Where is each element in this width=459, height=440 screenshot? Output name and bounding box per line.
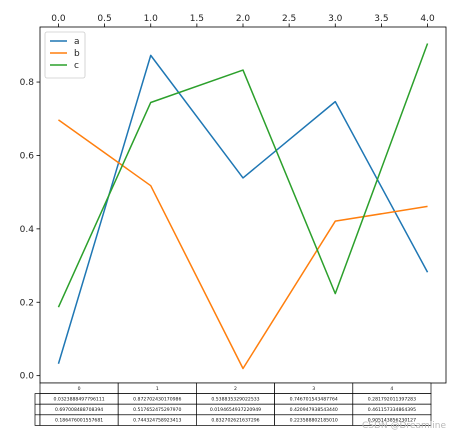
series-line-b (58, 119, 428, 370)
x-tick-label: 3.5 (374, 14, 388, 24)
table-cell (352, 414, 432, 426)
table-cell-value: 0.905143856230127 (368, 418, 416, 424)
table-cell-value: 0.538835329022533 (211, 397, 259, 403)
x-tick-label: 2.0 (236, 14, 251, 24)
table-cell-value: 0.697008488708394 (55, 407, 103, 413)
table-row-label-column (34, 393, 41, 426)
table-cell-value: 0.746701543487764 (290, 397, 338, 403)
table-cell-value: 0.420947938543440 (290, 407, 338, 413)
x-tick-label: 4.0 (420, 14, 435, 24)
legend-label-b: b (74, 49, 80, 59)
series-line-a (57, 54, 429, 364)
x-tick-label: 1.5 (190, 14, 204, 24)
data-table: 0 1 2 3 4 0.0323888497796111 0.872702430170986… (34, 382, 432, 426)
table-cell-value: 0.461157334864395 (368, 407, 416, 413)
table-cell-value: 0.186476001557681 (55, 418, 103, 424)
y-tick-label: 0.0 (20, 372, 35, 382)
y-tick-label: 0.6 (20, 151, 35, 161)
series-lines (57, 43, 429, 370)
series-line-c (57, 43, 429, 308)
x-tick-label: 0.0 (51, 14, 66, 24)
table-cell-value: 0.832702621637296 (211, 418, 259, 424)
legend-label-a: a (74, 37, 80, 47)
table-cell-value: 0.281792011397283 (368, 397, 416, 403)
plot-area-border (39, 26, 447, 384)
table-cell-value: 0.744324758923413 (133, 418, 181, 424)
table-cell-value: 0.872702430170986 (133, 397, 181, 403)
legend-box (44, 31, 86, 79)
table-cell-value: 0.0323888497796111 (54, 397, 105, 403)
x-tick-label: 1.0 (144, 14, 159, 24)
legend: abc (44, 31, 86, 79)
legend-label-c: c (74, 61, 79, 71)
x-tick-label: 3.0 (328, 14, 343, 24)
table-cell-value: 0.0194654937220949 (210, 407, 261, 413)
table-column-label: 3 (312, 386, 315, 392)
table-cell-value: 0.517652475297970 (133, 407, 181, 413)
x-tick-label: 0.5 (97, 14, 111, 24)
y-tick-label: 0.8 (20, 78, 35, 88)
x-tick-label: 2.5 (282, 14, 296, 24)
y-tick-label: 0.4 (20, 225, 35, 235)
y-tick-label: 0.2 (20, 298, 34, 308)
x-axis-top: 0.0 0.5 1.0 1.5 2.0 2.5 3.0 3.5 4.0 (51, 14, 435, 27)
watermark: CSDN @Dreamline (362, 421, 446, 431)
table-column-label: 1 (156, 386, 159, 392)
table-column-label: 4 (390, 386, 393, 392)
y-axis: 0.0 0.2 0.4 0.6 0.8 (20, 78, 40, 382)
table-column-label: 0 (78, 386, 81, 392)
table-column-label: 2 (234, 386, 237, 392)
table-cell-value: 0.223588802185010 (290, 418, 338, 424)
plot-frame (39, 26, 447, 384)
